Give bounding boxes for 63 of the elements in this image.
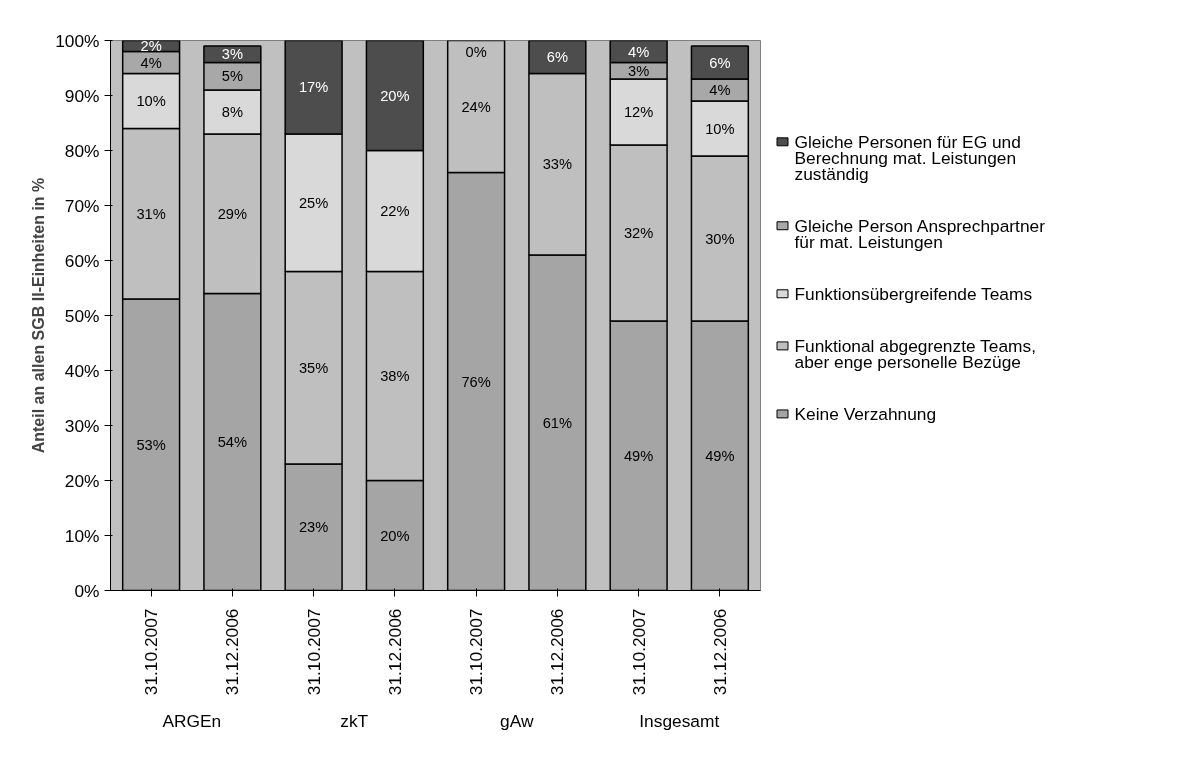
- data-label: 53%: [136, 436, 166, 453]
- x-tick-label: 31.10.2007: [466, 608, 487, 696]
- data-label: 20%: [380, 87, 410, 104]
- data-label: 12%: [623, 104, 654, 120]
- y-tick-label: 60%: [64, 250, 100, 271]
- x-tick-label: 31.12.2006: [384, 608, 405, 696]
- data-label: 6%: [546, 49, 568, 65]
- data-label: 2%: [140, 38, 162, 54]
- data-label: 32%: [623, 225, 654, 241]
- data-label: 33%: [542, 156, 573, 173]
- y-tick-label: 20%: [64, 470, 100, 491]
- data-label: 35%: [298, 359, 329, 376]
- data-label: 3%: [628, 62, 650, 79]
- x-tick-label: 31.12.2006: [547, 608, 568, 696]
- x-tick-label: 31.10.2007: [141, 608, 162, 696]
- y-tick-label: 90%: [64, 85, 100, 106]
- data-label: 38%: [380, 368, 410, 384]
- data-label: 4%: [140, 54, 162, 71]
- text: ARGEn: [162, 710, 222, 731]
- data-label: 10%: [705, 120, 735, 137]
- x-tick-label: 31.10.2007: [628, 608, 649, 696]
- y-tick-label: 30%: [64, 415, 100, 436]
- data-label: 17%: [298, 79, 329, 96]
- legend-label: Funktionsübergreifende Teams: [794, 283, 1033, 304]
- text: Insgesamt: [639, 710, 720, 731]
- legend-label: Funktional abgegrenzte Teams, aber enge personelle Bezüge: [794, 335, 1036, 372]
- data-label: 4%: [709, 82, 731, 98]
- data-label: 3%: [221, 46, 243, 63]
- data-label: 25%: [298, 194, 329, 211]
- data-label: 29%: [217, 205, 248, 222]
- data-label: 10%: [136, 93, 166, 109]
- y-tick-label: 100%: [55, 30, 100, 51]
- data-label: 31%: [136, 205, 166, 222]
- data-label: 30%: [705, 230, 735, 247]
- data-label: 20%: [380, 527, 410, 544]
- data-label: 49%: [705, 447, 735, 464]
- data-label: 6%: [709, 54, 731, 71]
- y-axis-title: Anteil an allen SGB II-Einheiten in %: [30, 177, 48, 454]
- data-label: 23%: [298, 519, 329, 536]
- text: zkT: [340, 710, 369, 731]
- data-label: 5%: [221, 68, 243, 85]
- y-tick-label: 0%: [74, 580, 100, 601]
- x-tick-label: 31.12.2006: [709, 608, 730, 696]
- data-label: 54%: [217, 434, 248, 450]
- data-label: 4%: [628, 43, 650, 60]
- legend-label: Gleiche Person Ansprechpartner für mat. Leistungen: [794, 215, 1046, 252]
- text: gAw: [500, 710, 534, 731]
- legend-label: Keine Verzahnung: [794, 403, 937, 424]
- data-label: 76%: [461, 373, 491, 390]
- y-tick-label: 40%: [64, 360, 100, 381]
- data-label: 22%: [380, 203, 410, 219]
- x-tick-label: 31.10.2007: [303, 608, 324, 696]
- data-label: 49%: [623, 447, 654, 464]
- data-label: 0%: [465, 43, 487, 60]
- data-label: 8%: [221, 104, 243, 120]
- legend-label: Gleiche Personen für EG und Berechnung mat. Leistungen zuständig: [794, 131, 1021, 184]
- x-tick-label: 31.12.2006: [222, 608, 243, 696]
- data-label: 24%: [461, 98, 491, 115]
- y-tick-label: 70%: [64, 195, 100, 216]
- y-tick-label: 80%: [64, 140, 100, 161]
- data-label: 61%: [542, 414, 573, 431]
- y-tick-label: 50%: [64, 305, 100, 326]
- y-tick-label: 10%: [64, 525, 100, 546]
